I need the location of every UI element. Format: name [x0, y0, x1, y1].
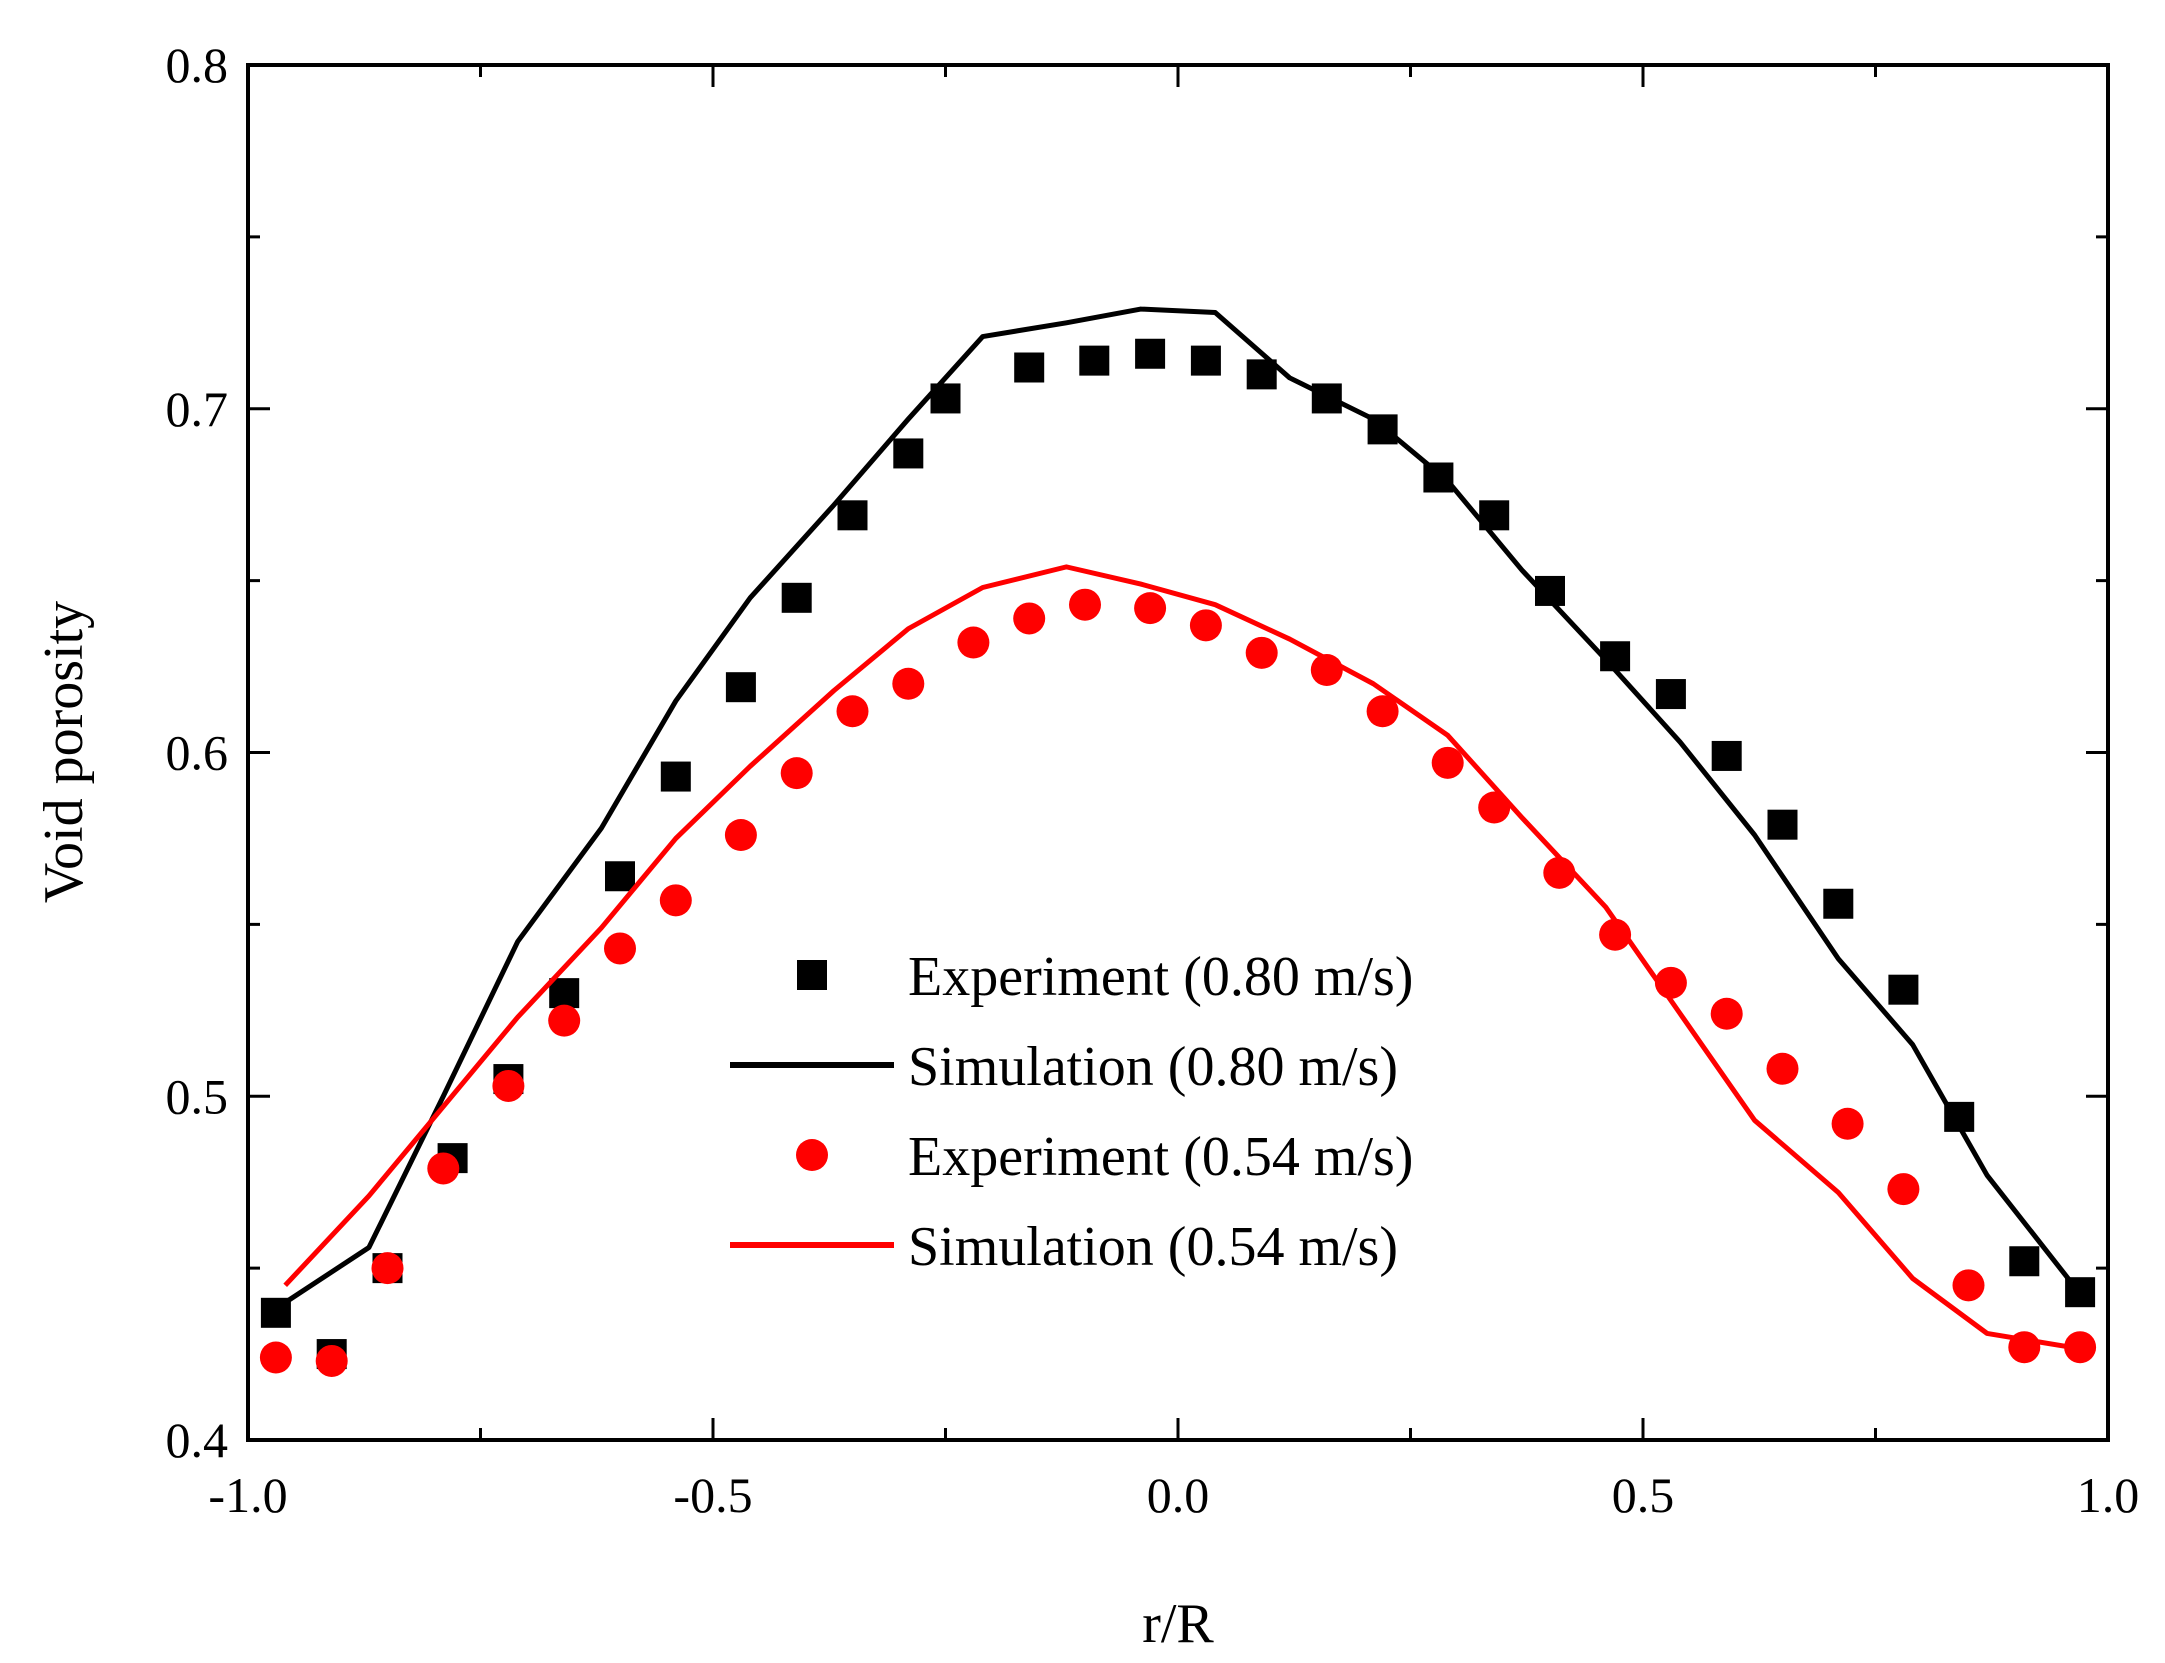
data-point	[893, 438, 924, 469]
tick-labels: -1.0 -0.5 0.0 0.5 1.0 0.4 0.5 0.6 0.7 0.8	[166, 37, 2140, 1523]
data-point	[492, 1069, 525, 1102]
y-tick-label: 0.6	[166, 725, 229, 781]
data-point	[371, 1252, 404, 1285]
legend-label: Simulation (0.54 m/s)	[908, 1216, 1398, 1278]
y-tick-label: 0.4	[166, 1412, 229, 1468]
data-point	[725, 672, 756, 703]
data-point	[1190, 345, 1221, 376]
data-point	[1888, 974, 1919, 1005]
data-point	[1478, 791, 1511, 824]
data-point	[549, 978, 580, 1009]
data-point	[1952, 1269, 1985, 1302]
data-point	[1189, 609, 1222, 642]
data-point	[315, 1344, 348, 1377]
x-axis-label: r/R	[1142, 1593, 1214, 1655]
data-point	[724, 819, 757, 851]
data-point	[781, 582, 812, 613]
data-point	[1767, 809, 1798, 840]
data-point	[1831, 1107, 1864, 1140]
y-tick-label: 0.5	[166, 1068, 229, 1124]
data-point	[1766, 1052, 1799, 1085]
data-point	[892, 667, 925, 700]
legend-marker-swatch	[796, 1139, 828, 1171]
data-point	[659, 884, 692, 917]
data-point	[1134, 592, 1167, 625]
data-point	[1079, 345, 1110, 376]
data-point	[1655, 679, 1686, 710]
data-point	[1069, 588, 1101, 621]
x-tick-label: 0.5	[1612, 1467, 1675, 1523]
data-point	[1135, 338, 1166, 369]
data-point	[2009, 1246, 2040, 1277]
series-line	[283, 306, 2073, 1305]
data-point	[427, 1152, 460, 1185]
x-tick-label: -0.5	[673, 1467, 752, 1523]
legend: Experiment (0.80 m/s) Simulation (0.80 m/…	[730, 946, 1413, 1278]
legend-label: Experiment (0.80 m/s)	[908, 946, 1413, 1008]
series-4	[283, 564, 2072, 1350]
data-point	[1710, 997, 1743, 1030]
legend-marker-swatch	[797, 960, 827, 990]
y-tick-label: 0.7	[166, 381, 229, 437]
data-series	[259, 306, 2097, 1377]
legend-label: Experiment (0.54 m/s)	[908, 1126, 1413, 1188]
data-point	[1823, 888, 1854, 919]
data-point	[2064, 1331, 2097, 1364]
data-point	[604, 932, 636, 965]
data-point	[837, 500, 868, 531]
plot-frame	[246, 63, 2110, 1442]
data-point	[1599, 918, 1632, 951]
data-point	[1431, 746, 1464, 779]
x-tick-label: 1.0	[2077, 1467, 2140, 1523]
data-point	[1887, 1173, 1920, 1206]
data-point	[660, 761, 691, 792]
data-point	[548, 1004, 581, 1037]
data-point	[1711, 740, 1742, 771]
legend-label: Simulation (0.80 m/s)	[908, 1036, 1398, 1098]
data-point	[605, 861, 635, 892]
data-point	[957, 626, 990, 659]
x-tick-label: 0.0	[1147, 1467, 1210, 1523]
x-tick-label: -1.0	[208, 1467, 287, 1523]
y-tick-label: 0.8	[166, 37, 229, 93]
data-point	[259, 1341, 292, 1374]
data-point	[836, 695, 869, 728]
data-point	[1366, 695, 1399, 728]
data-point	[1013, 602, 1046, 635]
data-point	[1245, 636, 1278, 669]
y-axis-label: Void porosity	[33, 601, 95, 903]
series-2	[283, 306, 2073, 1305]
series-line	[283, 564, 2072, 1350]
data-point	[1014, 352, 1045, 383]
data-point	[780, 757, 813, 790]
